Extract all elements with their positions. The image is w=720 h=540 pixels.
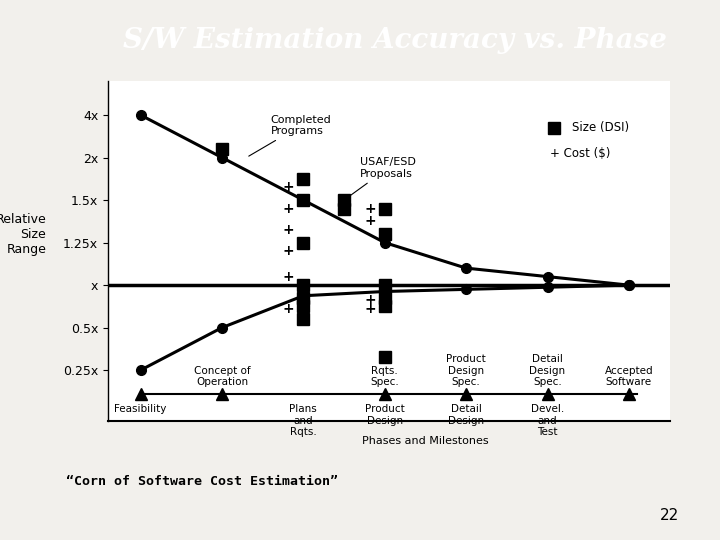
Text: 22: 22 (660, 508, 679, 523)
Text: Devel.
and
Test: Devel. and Test (531, 404, 564, 437)
Text: Product
Design: Product Design (365, 404, 405, 426)
Text: Size (DSI): Size (DSI) (572, 122, 629, 134)
Y-axis label: Relative
Size
Range: Relative Size Range (0, 213, 46, 255)
Text: Concept of
Operation: Concept of Operation (194, 366, 251, 387)
Text: +: + (283, 223, 294, 237)
Text: +: + (283, 301, 294, 315)
Text: Detail
Design: Detail Design (448, 404, 484, 426)
Text: Accepted
Software: Accepted Software (605, 366, 653, 387)
Text: USAF/ESD
Proposals: USAF/ESD Proposals (346, 157, 416, 198)
Text: +: + (364, 214, 376, 228)
Text: Detail
Design
Spec.: Detail Design Spec. (529, 354, 566, 387)
Text: +: + (283, 201, 294, 215)
Text: + Cost ($): + Cost ($) (550, 147, 611, 160)
Text: +: + (283, 180, 294, 194)
Text: Product
Design
Spec.: Product Design Spec. (446, 354, 486, 387)
Text: Rqts.
Spec.: Rqts. Spec. (370, 366, 399, 387)
Text: “Corn of Software Cost Estimation”: “Corn of Software Cost Estimation” (66, 475, 338, 489)
Text: +: + (364, 201, 376, 215)
Text: Completed
Programs: Completed Programs (249, 114, 331, 156)
Text: +: + (283, 269, 294, 284)
Text: Feasibility: Feasibility (114, 404, 167, 414)
Text: Plans
and
Rqts.: Plans and Rqts. (289, 404, 318, 437)
Text: Phases and Milestones: Phases and Milestones (362, 436, 489, 446)
Text: +: + (283, 244, 294, 258)
Text: +: + (364, 293, 376, 307)
Text: S/W Estimation Accuracy vs. Phase: S/W Estimation Accuracy vs. Phase (123, 27, 667, 54)
Text: +: + (364, 301, 376, 315)
